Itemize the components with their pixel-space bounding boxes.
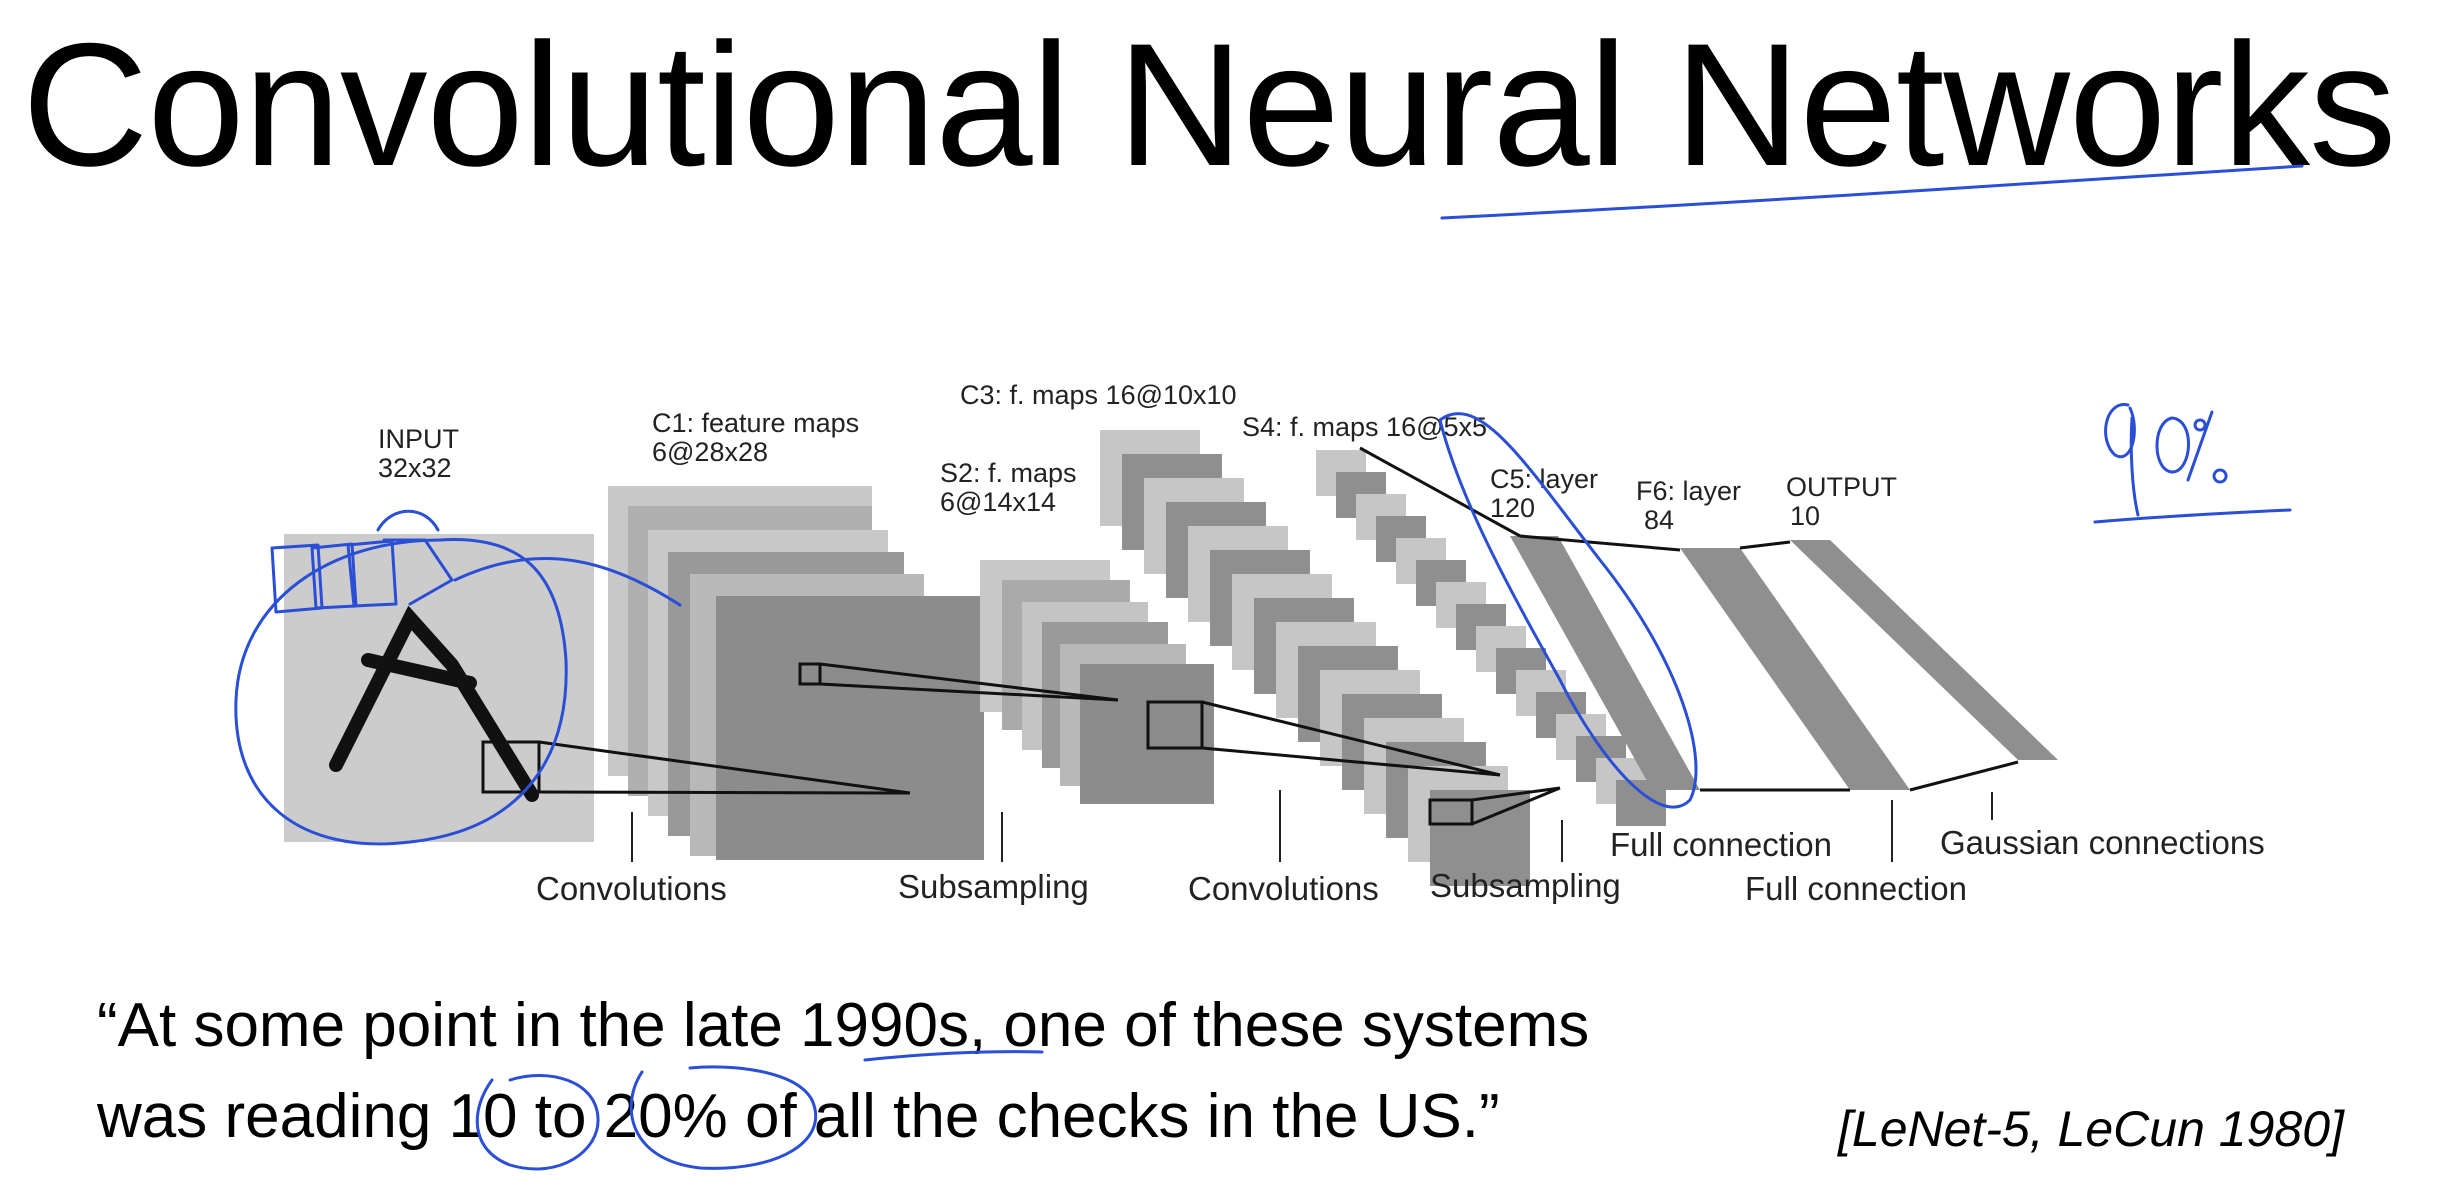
input-image xyxy=(284,534,594,842)
op-full-connection-2: Full connection xyxy=(1745,870,1967,907)
f6-label: F6: layer xyxy=(1636,476,1741,506)
output-size-label: 10 xyxy=(1790,501,1820,531)
c1-label: C1: feature maps xyxy=(652,408,859,438)
citation: [LeNet-5, LeCun 1980] xyxy=(1838,1101,2344,1157)
op-subsampling-1: Subsampling xyxy=(898,868,1089,905)
c5-label: C5: layer xyxy=(1490,464,1598,494)
s2-label: S2: f. maps xyxy=(940,458,1077,488)
output-label: OUTPUT xyxy=(1786,472,1897,502)
f6-layer xyxy=(1680,548,1910,790)
input-size-label: 32x32 xyxy=(378,453,452,483)
op-convolutions-2: Convolutions xyxy=(1188,870,1379,907)
op-gaussian-connections: Gaussian connections xyxy=(1940,824,2265,861)
op-subsampling-2: Subsampling xyxy=(1430,867,1621,904)
quote-line-2: was reading 10 to 20% of all the checks … xyxy=(97,1082,1500,1151)
s2-size-label: 6@14x14 xyxy=(940,487,1056,517)
op-full-connection-1: Full connection xyxy=(1610,826,1832,863)
c3-label: C3: f. maps 16@10x10 xyxy=(960,380,1237,410)
operation-ticks xyxy=(631,790,1993,862)
s4-label: S4: f. maps 16@5x5 xyxy=(1242,412,1487,442)
s2-receptive-field xyxy=(1146,700,1204,750)
c1-feature-maps xyxy=(608,486,984,860)
f6-size-label: 84 xyxy=(1644,505,1674,535)
op-convolutions-1: Convolutions xyxy=(536,870,727,907)
c3-feature-maps xyxy=(1100,430,1530,886)
input-label: INPUT xyxy=(378,424,459,454)
c1-receptive-field xyxy=(798,662,822,686)
quote: “At some point in the late 1990s, one of… xyxy=(97,980,1589,1162)
c1-size-label: 6@28x28 xyxy=(652,437,768,467)
s2-feature-maps xyxy=(980,560,1214,804)
quote-line-1: “At some point in the late 1990s, one of… xyxy=(97,991,1590,1060)
c5-size-label: 120 xyxy=(1490,493,1535,523)
output-layer xyxy=(1790,540,2058,760)
